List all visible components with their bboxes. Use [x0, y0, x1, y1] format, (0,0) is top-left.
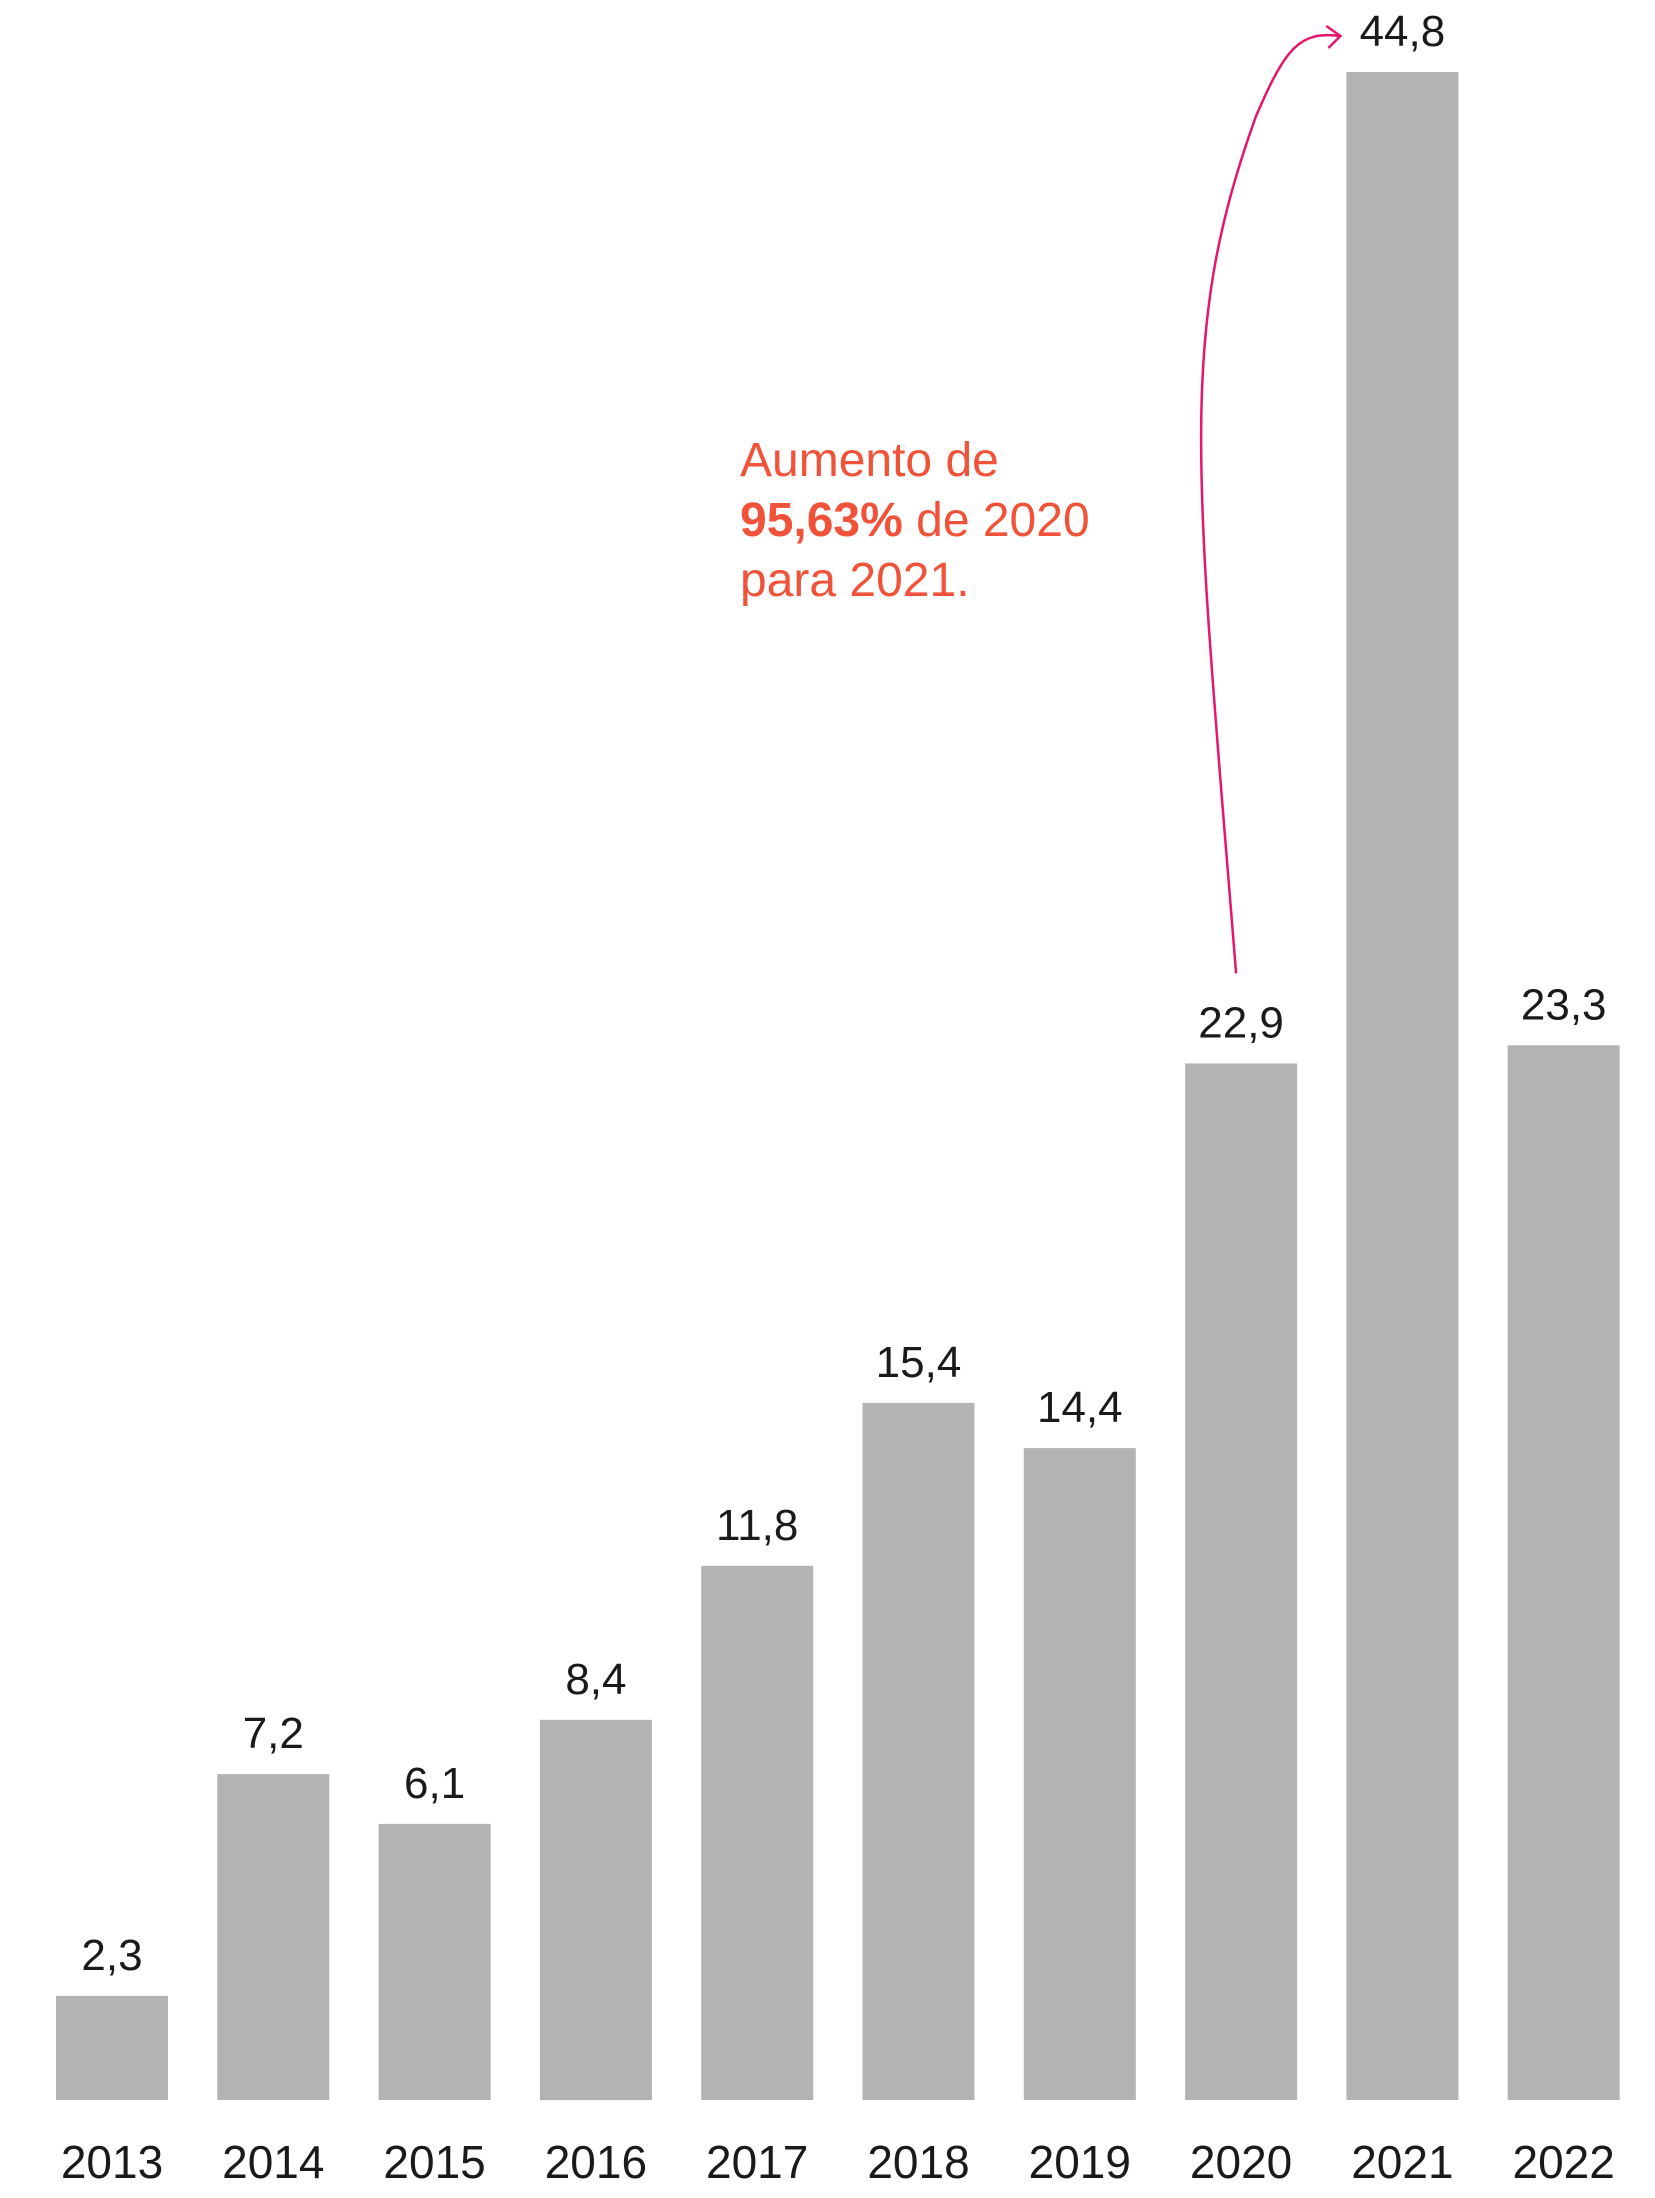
- category-label-2017: 2017: [706, 2136, 808, 2188]
- annotation-line-2-rest: de 2020: [903, 494, 1090, 547]
- value-label-2020: 22,9: [1198, 998, 1284, 1047]
- bar-2019: [1023, 1448, 1136, 2100]
- value-label-2013: 2,3: [81, 1931, 142, 1980]
- annotation-line-2: 95,63% de 2020: [740, 494, 1090, 547]
- category-label-2018: 2018: [867, 2136, 969, 2188]
- category-label-2020: 2020: [1190, 2136, 1292, 2188]
- category-label-2022: 2022: [1513, 2136, 1615, 2188]
- annotation-line-1: Aumento de: [740, 434, 999, 487]
- value-label-2021: 44,8: [1360, 7, 1446, 56]
- bar-2013: [56, 1995, 168, 2100]
- bar-2015: [378, 1823, 491, 2100]
- category-label-2016: 2016: [545, 2136, 647, 2188]
- bar-2021: [1346, 72, 1459, 2100]
- value-label-2016: 8,4: [565, 1655, 626, 1704]
- value-label-2019: 14,4: [1037, 1383, 1123, 1432]
- value-label-2022: 23,3: [1521, 980, 1607, 1029]
- category-label-2019: 2019: [1029, 2136, 1131, 2188]
- value-label-2017: 11,8: [716, 1501, 798, 1550]
- bar-2016: [539, 1719, 652, 2101]
- category-label-2015: 2015: [383, 2136, 485, 2188]
- bar-2014: [217, 1774, 330, 2100]
- value-label-2014: 7,2: [243, 1709, 304, 1758]
- annotation-arrowhead: [1325, 24, 1343, 49]
- category-labels-group: 2013 2014 2015 2016 2017 2018 2019 2020 2021 2022: [61, 2136, 1615, 2188]
- annotation-arrow: [1199, 33, 1341, 974]
- category-label-2013: 2013: [61, 2136, 163, 2188]
- bar-2020: [1185, 1063, 1298, 2100]
- bar-2017: [701, 1565, 814, 2100]
- bar-2018: [862, 1402, 975, 2100]
- value-label-2018: 15,4: [876, 1338, 962, 1387]
- annotation-line-3: para 2021.: [740, 554, 970, 607]
- annotation-percentage: 95,63%: [740, 494, 903, 547]
- bars-group: [56, 72, 1620, 2101]
- value-label-2015: 6,1: [404, 1759, 465, 1808]
- value-labels-group: 2,3 7,2 6,1 8,4 11,8 15,4 14,4 22,9 44,8 23,3: [81, 7, 1606, 1980]
- category-label-2021: 2021: [1351, 2136, 1453, 2188]
- category-label-2014: 2014: [222, 2136, 324, 2188]
- bar-2022: [1507, 1045, 1620, 2100]
- annotation-text: Aumento de 95,63% de 2020 para 2021.: [740, 434, 1090, 607]
